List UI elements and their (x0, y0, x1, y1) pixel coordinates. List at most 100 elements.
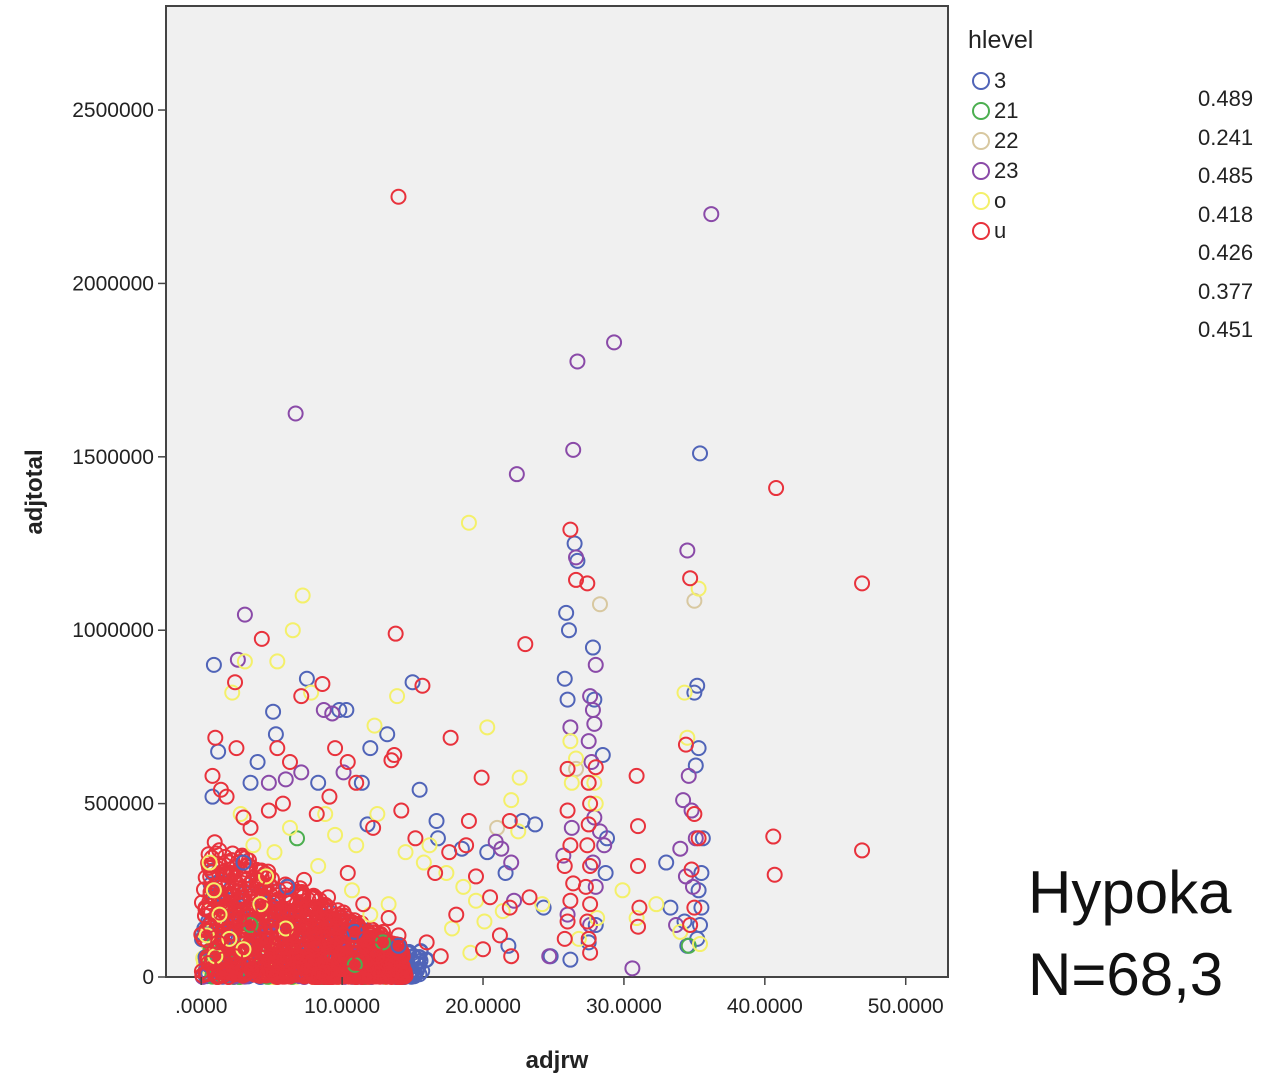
data-point-u (339, 864, 356, 881)
dense-point (343, 967, 360, 984)
data-point-o (389, 688, 406, 705)
data-point-23 (335, 764, 352, 781)
data-point-u (630, 818, 647, 835)
data-point-o (397, 844, 414, 861)
data-point-o (444, 920, 461, 937)
side-value: 0.377 (1198, 278, 1254, 304)
data-point-u (501, 812, 518, 829)
data-point-3 (298, 670, 315, 687)
side-value: 0.418 (1198, 201, 1254, 227)
y-axis-label: adjtotal (21, 449, 48, 534)
data-point-3 (205, 656, 222, 673)
x-tick-label: 10.0000 (304, 995, 380, 1018)
data-point-u (580, 816, 597, 833)
data-point-o (269, 653, 286, 670)
data-point-u (231, 910, 248, 927)
data-point-o (586, 774, 603, 791)
data-point-o (415, 854, 432, 871)
data-point-23 (563, 819, 580, 836)
data-point-u (280, 903, 297, 920)
legend-label: u (994, 218, 1007, 243)
legend: 3 21 22 23 o u (972, 66, 1018, 246)
data-point-23 (584, 854, 601, 871)
data-point-23 (503, 854, 520, 871)
dense-point (397, 966, 414, 983)
data-point-u (568, 571, 585, 588)
data-point-u (380, 910, 397, 927)
data-point-u (460, 812, 477, 829)
data-point-u (307, 955, 324, 972)
data-point-23 (324, 705, 341, 722)
data-point-u (348, 774, 365, 791)
data-point-u (582, 944, 599, 961)
data-point-23 (583, 753, 600, 770)
data-point-u (351, 955, 368, 972)
data-point-u (356, 930, 373, 947)
data-point-u (253, 630, 270, 647)
data-point-3 (428, 812, 445, 829)
dense-point (324, 964, 341, 981)
data-point-o (266, 844, 283, 861)
y-axis: 0 500000 1000000 1500000 2000000 2500000 (72, 99, 166, 989)
dense-point (252, 903, 269, 920)
data-point-o (455, 878, 472, 895)
data-point-o (236, 653, 253, 670)
dense-point (307, 889, 324, 906)
data-point-23 (293, 764, 310, 781)
data-point-23 (508, 466, 525, 483)
data-point-23 (587, 878, 604, 895)
data-point-u (407, 830, 424, 847)
data-point-u (577, 878, 594, 895)
data-point-u (473, 769, 490, 786)
data-point-u (677, 736, 694, 753)
data-point-u (366, 941, 383, 958)
data-point-o (421, 837, 438, 854)
data-point-3 (404, 674, 421, 691)
data-point-23 (675, 792, 692, 809)
data-point-23 (591, 823, 608, 840)
data-point-u (322, 944, 339, 961)
data-point-u (630, 858, 647, 875)
data-point-o (648, 896, 665, 913)
data-point-u (204, 767, 221, 784)
data-point-u (686, 899, 703, 916)
data-point-u (210, 934, 227, 951)
data-point-23 (493, 840, 510, 857)
side-value: 0.451 (1198, 317, 1254, 342)
data-point-3 (584, 639, 601, 656)
data-point-u (682, 570, 699, 587)
data-point-u (556, 930, 573, 947)
dense-point (240, 957, 257, 974)
data-point-23 (568, 549, 585, 566)
data-point-3 (279, 878, 296, 895)
data-point-u (276, 951, 293, 968)
legend-label: 3 (994, 68, 1007, 93)
data-point-u (269, 740, 286, 757)
legend-item: 23 (972, 156, 1018, 186)
data-point-23 (287, 405, 304, 422)
dense-point (275, 968, 292, 985)
data-point-u (631, 899, 648, 916)
data-point-3 (586, 691, 603, 708)
data-point-u (559, 802, 576, 819)
data-point-23 (679, 542, 696, 559)
data-point-o (327, 826, 344, 843)
data-point-3 (310, 774, 327, 791)
dense-point (268, 968, 285, 985)
data-point-u (768, 480, 785, 497)
data-point-o (562, 733, 579, 750)
data-point-u (393, 802, 410, 819)
data-point-3 (411, 781, 428, 798)
data-point-u (314, 675, 331, 692)
side-value: 0.241 (1198, 124, 1254, 150)
data-point-u (308, 806, 325, 823)
data-point-21 (242, 916, 259, 933)
caption-line-2: N=68,3 (1028, 941, 1224, 1008)
dense-point (223, 852, 240, 869)
legend-label: 21 (994, 98, 1019, 123)
data-point-u (311, 916, 328, 933)
data-point-u (442, 729, 459, 746)
data-point-u (854, 842, 871, 859)
data-point-o (534, 896, 551, 913)
data-point-o (201, 854, 218, 871)
